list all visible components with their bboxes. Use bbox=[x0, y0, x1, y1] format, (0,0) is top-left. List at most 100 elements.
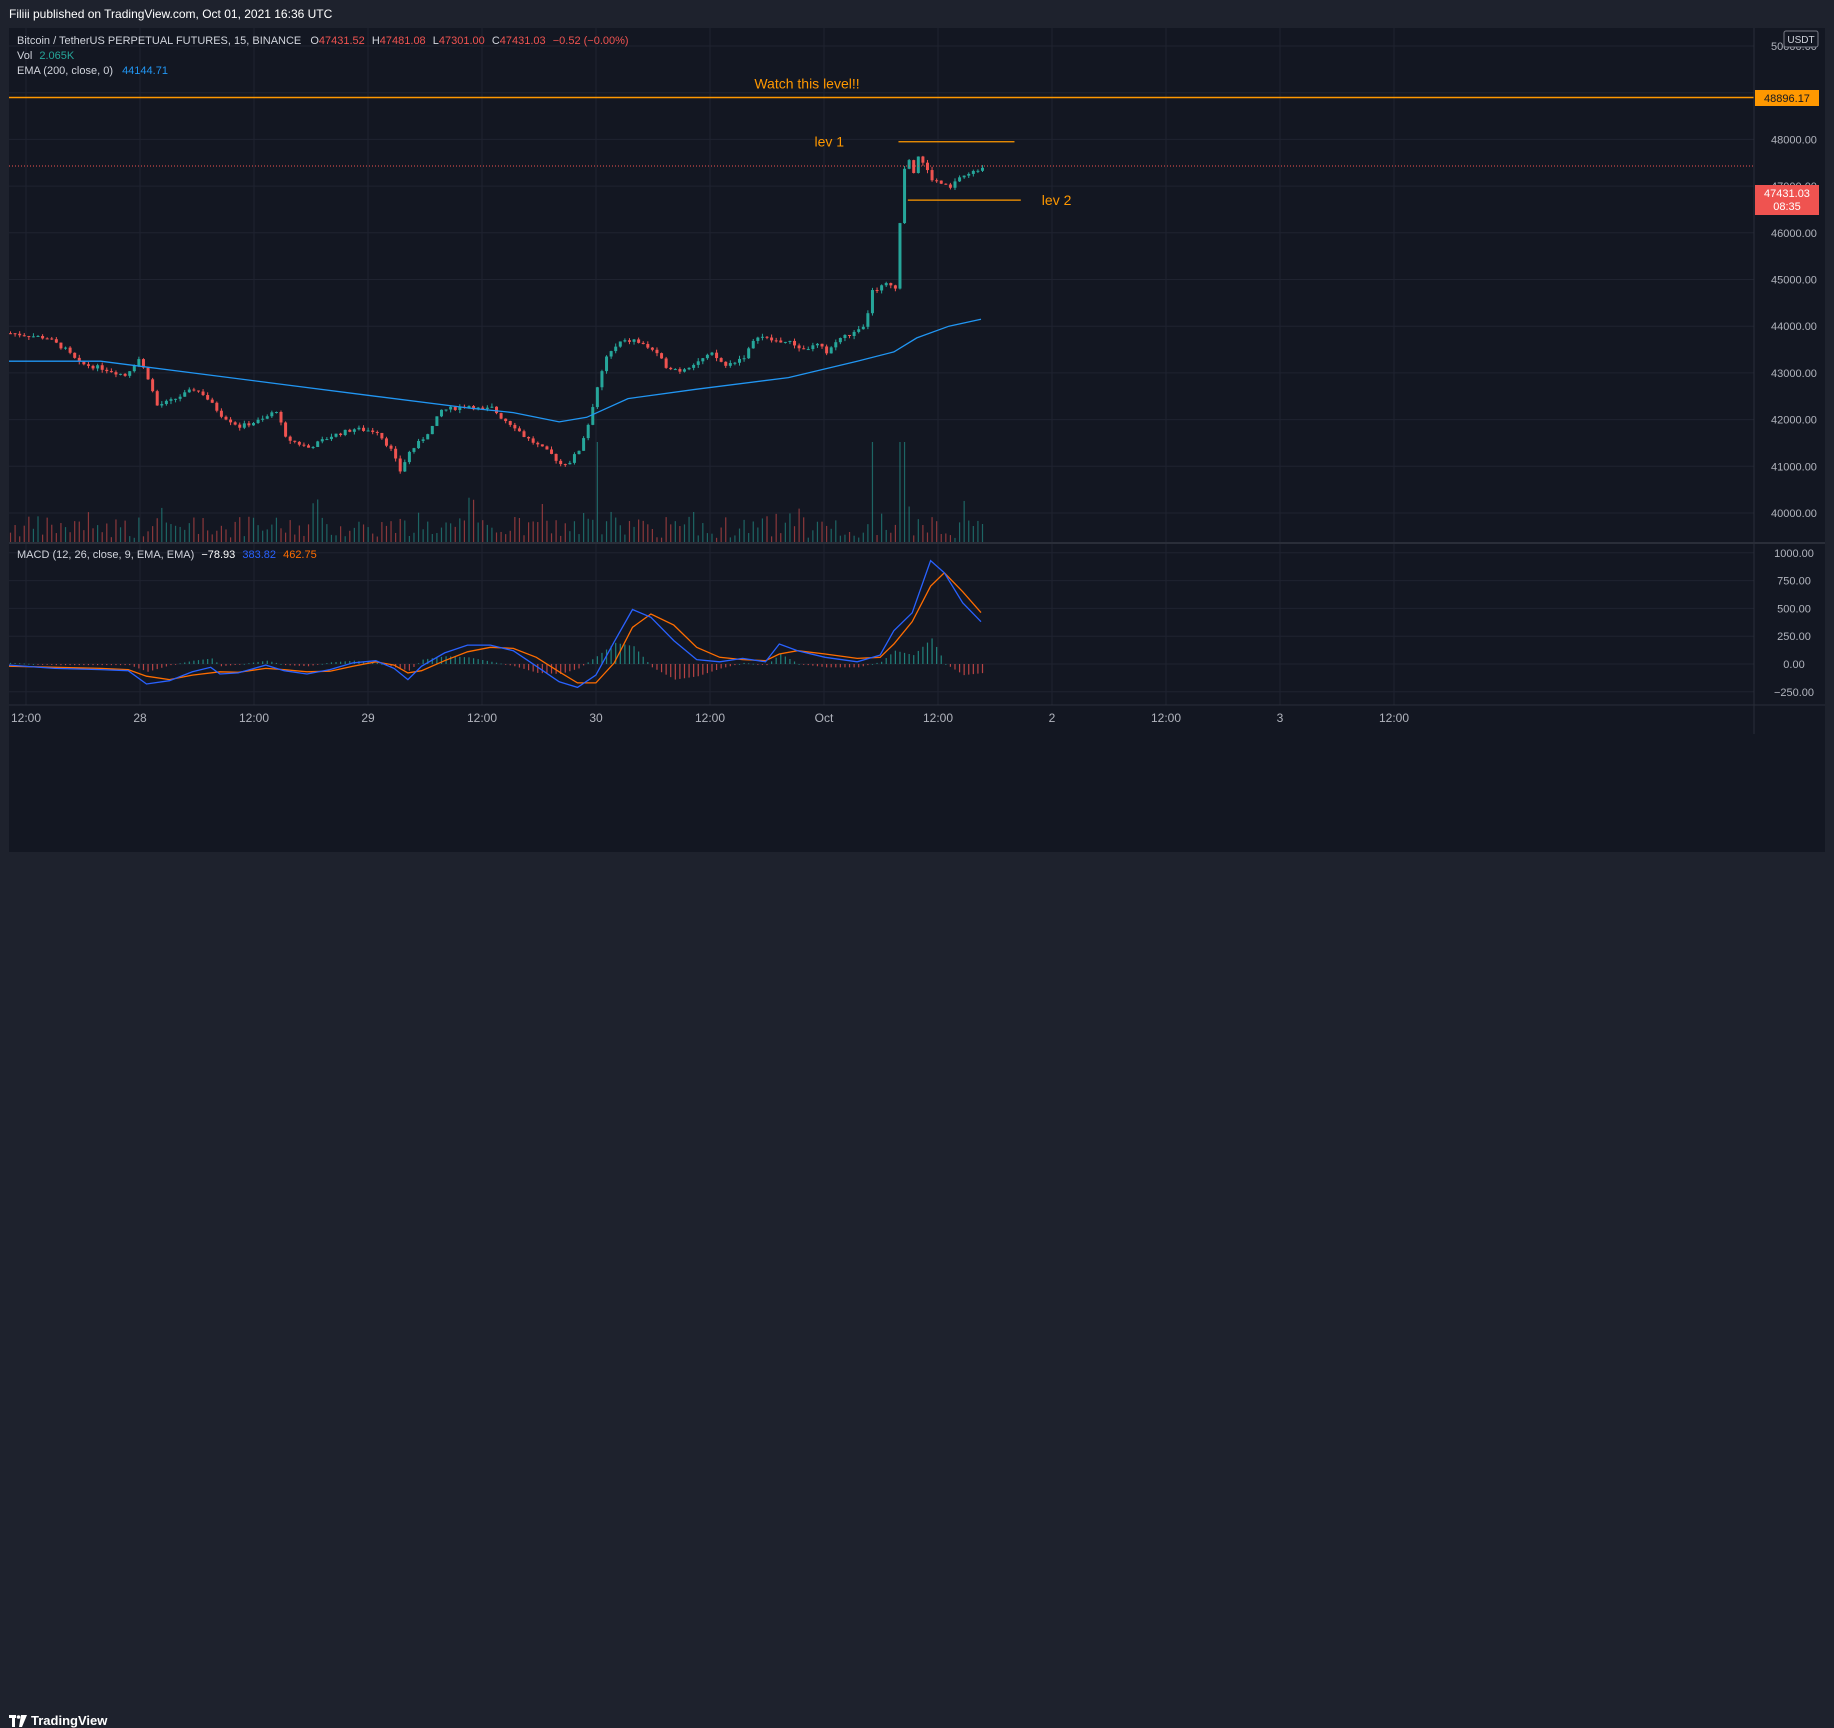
volume-bar bbox=[913, 535, 915, 542]
candle bbox=[760, 336, 764, 338]
candle bbox=[233, 422, 237, 425]
volume-bar bbox=[417, 512, 420, 542]
volume-bar bbox=[78, 521, 80, 542]
chart-canvas[interactable]: Watch this level!! lev 1 lev 2 50000.004… bbox=[8, 28, 1825, 852]
macd-hist-bar bbox=[674, 664, 676, 680]
candle bbox=[756, 337, 760, 341]
macd-hist-bar bbox=[275, 662, 278, 664]
volume-bar bbox=[179, 526, 181, 542]
tradingview-logo-icon bbox=[9, 1714, 27, 1727]
macd-hist-bar bbox=[303, 664, 305, 667]
volume-bar bbox=[14, 525, 16, 542]
candle bbox=[320, 439, 324, 442]
volume-bar bbox=[816, 521, 819, 542]
macd-hist-bar bbox=[642, 656, 644, 664]
candle bbox=[788, 340, 792, 342]
candle bbox=[728, 363, 732, 366]
candle bbox=[779, 340, 783, 343]
macd-hist-bar bbox=[129, 664, 131, 666]
macd-signal-value: 462.75 bbox=[283, 549, 317, 561]
currency-box[interactable] bbox=[1783, 30, 1819, 48]
time-axis[interactable]: 12:00 28 12:00 29 12:00 30 12:00 Oct 12:00 2 12:00… bbox=[11, 711, 1409, 725]
macd-hist-bar bbox=[518, 664, 521, 668]
candle bbox=[614, 346, 618, 352]
candle bbox=[898, 223, 902, 289]
volume-bar bbox=[537, 522, 539, 542]
volume-bar bbox=[963, 500, 965, 542]
candle bbox=[627, 340, 631, 342]
volume-bar bbox=[142, 536, 145, 542]
candlestick-series[interactable] bbox=[9, 155, 984, 474]
candle bbox=[820, 343, 824, 347]
candle bbox=[783, 341, 787, 343]
candle bbox=[449, 406, 453, 410]
volume-bar bbox=[734, 535, 736, 542]
candle bbox=[288, 436, 292, 441]
volume-bar bbox=[404, 520, 406, 542]
volume-bar bbox=[798, 508, 800, 542]
candle bbox=[958, 177, 962, 182]
candle bbox=[724, 361, 728, 366]
candle bbox=[774, 340, 778, 342]
macd-hist-bar bbox=[908, 653, 910, 664]
macd-hist-bar bbox=[280, 664, 282, 665]
candle bbox=[123, 373, 127, 376]
macd-hist-bar bbox=[500, 663, 502, 665]
macd-hist-bar bbox=[340, 661, 342, 664]
volume-bar bbox=[660, 537, 663, 542]
volume-bar bbox=[881, 513, 883, 542]
macd-hist-bar bbox=[555, 664, 557, 674]
candle bbox=[499, 413, 503, 419]
price-axis[interactable]: 50000.0048000.0047000.0046000.0045000.00… bbox=[1771, 41, 1817, 520]
volume-bar bbox=[491, 527, 493, 542]
candle bbox=[458, 406, 462, 410]
macd-hist-bar bbox=[981, 664, 984, 674]
open-label: O bbox=[310, 35, 319, 47]
macd-hist-bar bbox=[349, 660, 351, 664]
macd-legend[interactable]: MACD (12, 26, close, 9, EMA, EMA) −78.93… bbox=[17, 549, 317, 561]
candle bbox=[27, 336, 31, 338]
macd-hist-bar bbox=[440, 656, 443, 664]
candle bbox=[843, 334, 847, 339]
candle bbox=[591, 407, 595, 425]
candle bbox=[384, 438, 388, 446]
candle bbox=[508, 421, 512, 425]
volume-bar bbox=[587, 518, 589, 542]
volume-legend[interactable]: Vol 2.065K bbox=[17, 50, 74, 62]
volume-bar bbox=[706, 533, 709, 542]
volume-bar bbox=[752, 521, 754, 542]
volume-bar bbox=[64, 527, 67, 542]
ema-legend[interactable]: EMA (200, close, 0) 44144.71 bbox=[17, 65, 168, 77]
macd-hist-bar bbox=[69, 664, 71, 666]
macd-axis[interactable]: 1000.00 750.00 500.00 250.00 0.00 −250.00 bbox=[1774, 548, 1814, 699]
candle bbox=[921, 156, 925, 163]
macd-hist-bar bbox=[362, 661, 365, 664]
volume-bar bbox=[844, 534, 846, 542]
macd-hist-bar bbox=[761, 664, 764, 665]
macd-hist-bar bbox=[527, 664, 530, 671]
macd-hist-bar bbox=[821, 664, 823, 667]
macd-hist-bar bbox=[193, 660, 195, 664]
candle bbox=[527, 437, 531, 439]
volume-bar bbox=[619, 525, 621, 542]
volume-bar bbox=[161, 507, 163, 542]
candle bbox=[380, 432, 384, 439]
symbol-legend[interactable]: Bitcoin / TetherUS PERPETUAL FUTURES, 15… bbox=[17, 35, 629, 47]
macd-hist-bar bbox=[477, 659, 479, 664]
volume-bar bbox=[445, 522, 447, 542]
candle bbox=[893, 285, 897, 289]
volume-bar bbox=[257, 525, 259, 542]
candle bbox=[765, 336, 769, 338]
chart-frame[interactable]: Watch this level!! lev 1 lev 2 50000.004… bbox=[8, 28, 1825, 852]
tradingview-logo[interactable]: TradingView bbox=[9, 1713, 107, 1728]
macd-hist-bar bbox=[124, 664, 126, 666]
candle bbox=[715, 352, 719, 359]
candle bbox=[128, 371, 132, 376]
macd-hist-bar bbox=[106, 664, 108, 666]
macd-hist-bar bbox=[234, 664, 236, 665]
volume-bar bbox=[748, 533, 750, 542]
price-tick-label: 45000.00 bbox=[1771, 275, 1817, 287]
volume-bar bbox=[885, 529, 887, 542]
volume-bar bbox=[482, 520, 484, 542]
macd-hist-bar bbox=[486, 660, 488, 664]
